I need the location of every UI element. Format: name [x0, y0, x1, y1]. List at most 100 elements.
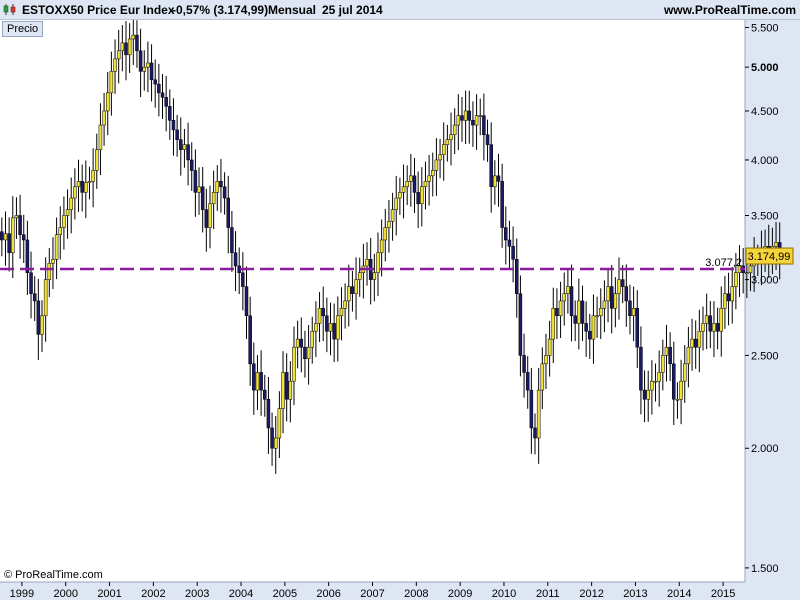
candle-body: [51, 259, 55, 264]
candle: [219, 159, 223, 213]
candle-body: [43, 279, 48, 317]
candle: [175, 114, 179, 157]
x-tick-label: 2010: [492, 588, 516, 600]
candle-body: [98, 124, 103, 150]
candle-body: [135, 34, 139, 52]
candle-body: [347, 286, 351, 302]
candle: [427, 154, 431, 206]
candle-body: [175, 129, 179, 140]
candle-body: [602, 300, 607, 309]
candle-body: [635, 308, 640, 348]
candle: [562, 272, 566, 326]
candle-body: [434, 159, 439, 171]
candle-body: [142, 66, 147, 72]
candle: [617, 257, 621, 320]
candle-body: [76, 181, 81, 188]
candle-body: [189, 159, 194, 171]
candle-body: [84, 182, 88, 193]
period-label[interactable]: Mensual: [268, 3, 317, 17]
candle-body: [306, 346, 311, 360]
candle-body: [427, 175, 431, 182]
candle: [379, 219, 384, 277]
candle-body: [460, 115, 464, 121]
candle-body: [153, 79, 157, 85]
candle-body: [617, 279, 621, 294]
candle-body: [73, 186, 77, 199]
candle-body: [467, 110, 472, 121]
candle-body: [87, 181, 92, 183]
candle: [3, 211, 8, 266]
candle-body: [774, 242, 778, 247]
x-tick-label: 2009: [448, 588, 472, 600]
candle-body: [65, 209, 70, 216]
candle-body: [357, 272, 362, 280]
candle: [719, 286, 724, 357]
candle-body: [690, 338, 694, 348]
candle: [522, 333, 526, 398]
candle: [588, 313, 592, 360]
candle-body: [398, 192, 402, 199]
x-tick-label: 2006: [316, 588, 340, 600]
candle-body: [295, 338, 300, 348]
candle: [153, 59, 157, 108]
candle: [383, 208, 388, 262]
candle-body: [620, 279, 625, 287]
candle: [303, 330, 307, 378]
x-tick-label: 2015: [711, 588, 735, 600]
y-tick-label: 2.500: [751, 350, 779, 362]
candle: [36, 278, 41, 360]
candle: [321, 286, 325, 342]
candle-body: [21, 234, 26, 241]
candle-body: [284, 372, 289, 400]
candle: [47, 248, 52, 297]
candle: [120, 25, 125, 72]
candle-body: [14, 215, 19, 219]
candle-body: [292, 346, 296, 382]
candle-body: [36, 300, 41, 335]
candle: [146, 41, 150, 93]
x-axis-panel[interactable]: [0, 582, 745, 600]
candle: [230, 210, 234, 272]
candle-body: [672, 363, 676, 400]
candle: [314, 301, 318, 358]
candle: [598, 288, 603, 340]
candle-body: [379, 239, 384, 254]
panel-label[interactable]: Precio: [2, 21, 44, 37]
candle-body: [522, 355, 526, 373]
candle: [54, 217, 59, 280]
candle: [635, 290, 640, 369]
candle: [504, 206, 508, 265]
candle: [204, 188, 209, 252]
candle-body: [208, 203, 212, 228]
candle-body: [438, 154, 442, 161]
candle-body: [376, 252, 380, 273]
candle: [675, 382, 680, 419]
candle: [179, 117, 183, 176]
candle-body: [157, 83, 161, 94]
candle: [686, 326, 691, 388]
candle: [398, 177, 402, 215]
candle-body: [704, 315, 709, 324]
candle: [416, 171, 420, 229]
candle-body: [69, 197, 73, 210]
y-axis-panel[interactable]: [745, 20, 800, 600]
candle-body: [449, 134, 453, 140]
candle: [95, 133, 99, 189]
candle: [32, 276, 37, 322]
candle: [712, 301, 716, 358]
candle-body: [598, 308, 603, 317]
candle: [69, 177, 73, 234]
candle-body: [273, 437, 278, 449]
candle: [332, 303, 336, 363]
candle: [547, 320, 552, 377]
plot-area[interactable]: [0, 20, 745, 582]
x-tick-label: 1999: [10, 588, 34, 600]
price-chart[interactable]: 3.077,2 5.500 5.000 4.500 4.000 3.500 3.000 2.…: [0, 20, 800, 600]
x-tick-label: 2000: [53, 588, 77, 600]
candle-body: [252, 363, 256, 391]
candle-body: [281, 372, 285, 409]
candle-body: [675, 399, 680, 401]
candle-body: [431, 170, 435, 177]
candle-body: [562, 293, 566, 302]
site-link[interactable]: www.ProRealTime.com: [663, 3, 796, 17]
